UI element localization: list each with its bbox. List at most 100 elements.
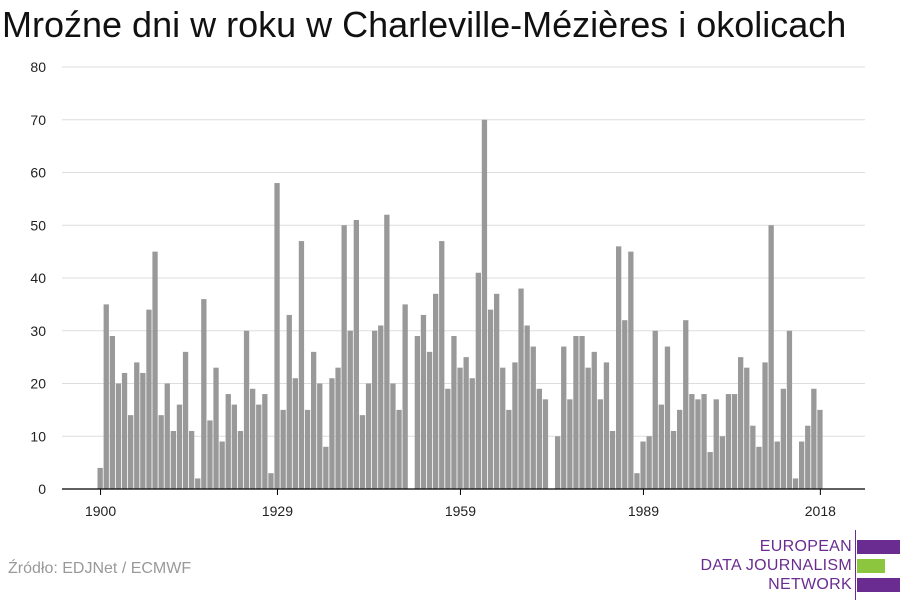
bar-1954 — [426, 351, 433, 489]
bar-1928 — [268, 473, 274, 489]
bar-1927 — [262, 394, 268, 489]
bar-1963 — [481, 119, 488, 489]
y-tick-label: 80 — [30, 59, 46, 75]
bar-1914 — [182, 351, 189, 489]
bar-1944 — [365, 383, 372, 489]
bar-1932 — [292, 378, 298, 489]
x-tick-label: 1929 — [262, 503, 293, 519]
bar-1942 — [353, 219, 359, 490]
bar-2012 — [780, 388, 786, 489]
bar-1923 — [237, 430, 244, 489]
bar-1957 — [445, 388, 451, 489]
y-tick-label: 30 — [30, 323, 46, 339]
bar-1900 — [97, 467, 103, 489]
bar-1907 — [140, 372, 146, 489]
bar-1939 — [335, 367, 341, 489]
bar-1968 — [512, 362, 518, 489]
x-tick-label: 2018 — [805, 503, 836, 519]
source-note: Źródło: EDJNet / ECMWF — [8, 560, 192, 577]
bar-1938 — [329, 378, 335, 489]
bar-1958 — [451, 336, 457, 489]
bar-1940 — [341, 225, 347, 489]
bar-1994 — [670, 430, 677, 489]
y-tick-label: 60 — [30, 165, 46, 181]
bar-1913 — [176, 404, 183, 489]
x-tick-label: 1989 — [628, 503, 659, 519]
bar-2010 — [768, 225, 774, 489]
bars — [97, 119, 823, 490]
bar-1962 — [475, 272, 481, 489]
bar-1921 — [225, 394, 231, 489]
bar-1947 — [384, 214, 390, 489]
y-tick-label: 50 — [30, 217, 46, 233]
bar-1982 — [597, 399, 603, 489]
bar-2003 — [725, 394, 732, 489]
logo-bar-2 — [857, 559, 885, 573]
bar-1919 — [213, 367, 219, 489]
bar-1917 — [201, 299, 207, 489]
bar-2016 — [805, 425, 811, 489]
logo-line-3: NETWORK — [768, 576, 852, 593]
bar-2015 — [799, 441, 805, 489]
bar-1960 — [463, 357, 469, 490]
bar-2001 — [713, 399, 719, 489]
bar-1905 — [128, 415, 134, 489]
bar-1990 — [646, 436, 652, 489]
bar-1980 — [585, 367, 591, 489]
bar-1941 — [347, 330, 353, 489]
x-axis-ticks: 1900 1929 1959 1989 2018 — [85, 489, 836, 519]
x-tick-label: 1900 — [85, 503, 116, 519]
bar-1920 — [219, 441, 225, 489]
bar-2002 — [719, 436, 725, 489]
bar-1970 — [524, 325, 530, 489]
bar-1961 — [469, 378, 475, 489]
bar-2009 — [762, 362, 768, 489]
logo-line-1: EUROPEAN — [759, 538, 852, 555]
bar-1986 — [622, 320, 628, 489]
bar-1967 — [506, 409, 512, 490]
bar-1987 — [628, 251, 634, 490]
bar-1903 — [115, 383, 122, 489]
bar-1911 — [164, 383, 170, 489]
bar-1985 — [616, 246, 622, 489]
bar-1989 — [640, 441, 646, 489]
bar-2007 — [750, 425, 756, 489]
bar-1996 — [683, 320, 689, 489]
bar-1959 — [457, 367, 463, 489]
bar-1935 — [311, 351, 317, 489]
y-tick-label: 20 — [30, 376, 46, 392]
logo-line-2: DATA JOURNALISM — [700, 557, 852, 574]
bar-1948 — [390, 383, 396, 489]
bar-1925 — [250, 388, 256, 489]
bar-1931 — [286, 314, 292, 489]
bar-1981 — [591, 351, 597, 489]
bar-1924 — [243, 330, 250, 489]
bar-1964 — [487, 309, 494, 489]
bar-1975 — [555, 436, 561, 489]
bar-1991 — [652, 330, 658, 489]
bar-1915 — [189, 430, 195, 489]
bar-2014 — [792, 478, 799, 489]
y-tick-label: 0 — [38, 481, 46, 497]
y-tick-label: 70 — [30, 112, 46, 128]
logo-bar-1 — [857, 540, 900, 554]
bar-1929 — [274, 183, 280, 490]
bar-1953 — [420, 314, 427, 489]
bar-2011 — [774, 441, 780, 489]
bar-1930 — [280, 409, 286, 490]
bar-2000 — [707, 452, 713, 489]
bar-1934 — [304, 409, 311, 490]
bar-1933 — [298, 241, 305, 489]
bar-1955 — [433, 293, 439, 489]
bar-1902 — [109, 336, 115, 489]
bar-2008 — [756, 446, 762, 489]
bar-2004 — [731, 394, 738, 489]
bar-1952 — [414, 336, 420, 489]
bar-1916 — [195, 478, 201, 489]
bar-1998 — [695, 399, 701, 489]
bar-1969 — [518, 288, 524, 489]
bar-1950 — [402, 304, 408, 490]
bar-2006 — [744, 367, 750, 489]
bar-1936 — [317, 383, 323, 489]
